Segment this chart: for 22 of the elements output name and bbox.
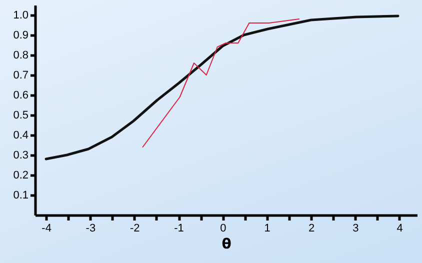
x-tick-label: -2: [130, 222, 140, 234]
y-tick-label: 0.3: [13, 150, 28, 162]
y-tick-label: 1.0: [13, 10, 28, 22]
y-tick-label: 0.9: [13, 30, 28, 42]
y-tick-label: 0.5: [13, 110, 28, 122]
x-tick-label: -3: [86, 222, 96, 234]
y-tick-label: 0.7: [13, 70, 28, 82]
y-tick-label: 0.6: [13, 90, 28, 102]
x-tick-label: -1: [174, 222, 184, 234]
x-tick-label: 1: [264, 222, 270, 234]
x-tick-label: 0: [220, 222, 226, 234]
x-tick-label: 4: [396, 222, 403, 234]
y-tick-label: 0.4: [13, 130, 28, 142]
line-series: [44, 14, 400, 160]
y-tick-label: 0.1: [13, 190, 28, 202]
x-axis-title: θ: [222, 236, 232, 252]
x-tick-label: 2: [308, 222, 315, 234]
x-tick-label: 3: [352, 222, 359, 234]
y-tick-label: 0.2: [13, 170, 28, 182]
x-tick-label: -4: [42, 222, 52, 234]
y-tick-label: 0.8: [13, 50, 28, 62]
line-series: [142, 18, 300, 148]
